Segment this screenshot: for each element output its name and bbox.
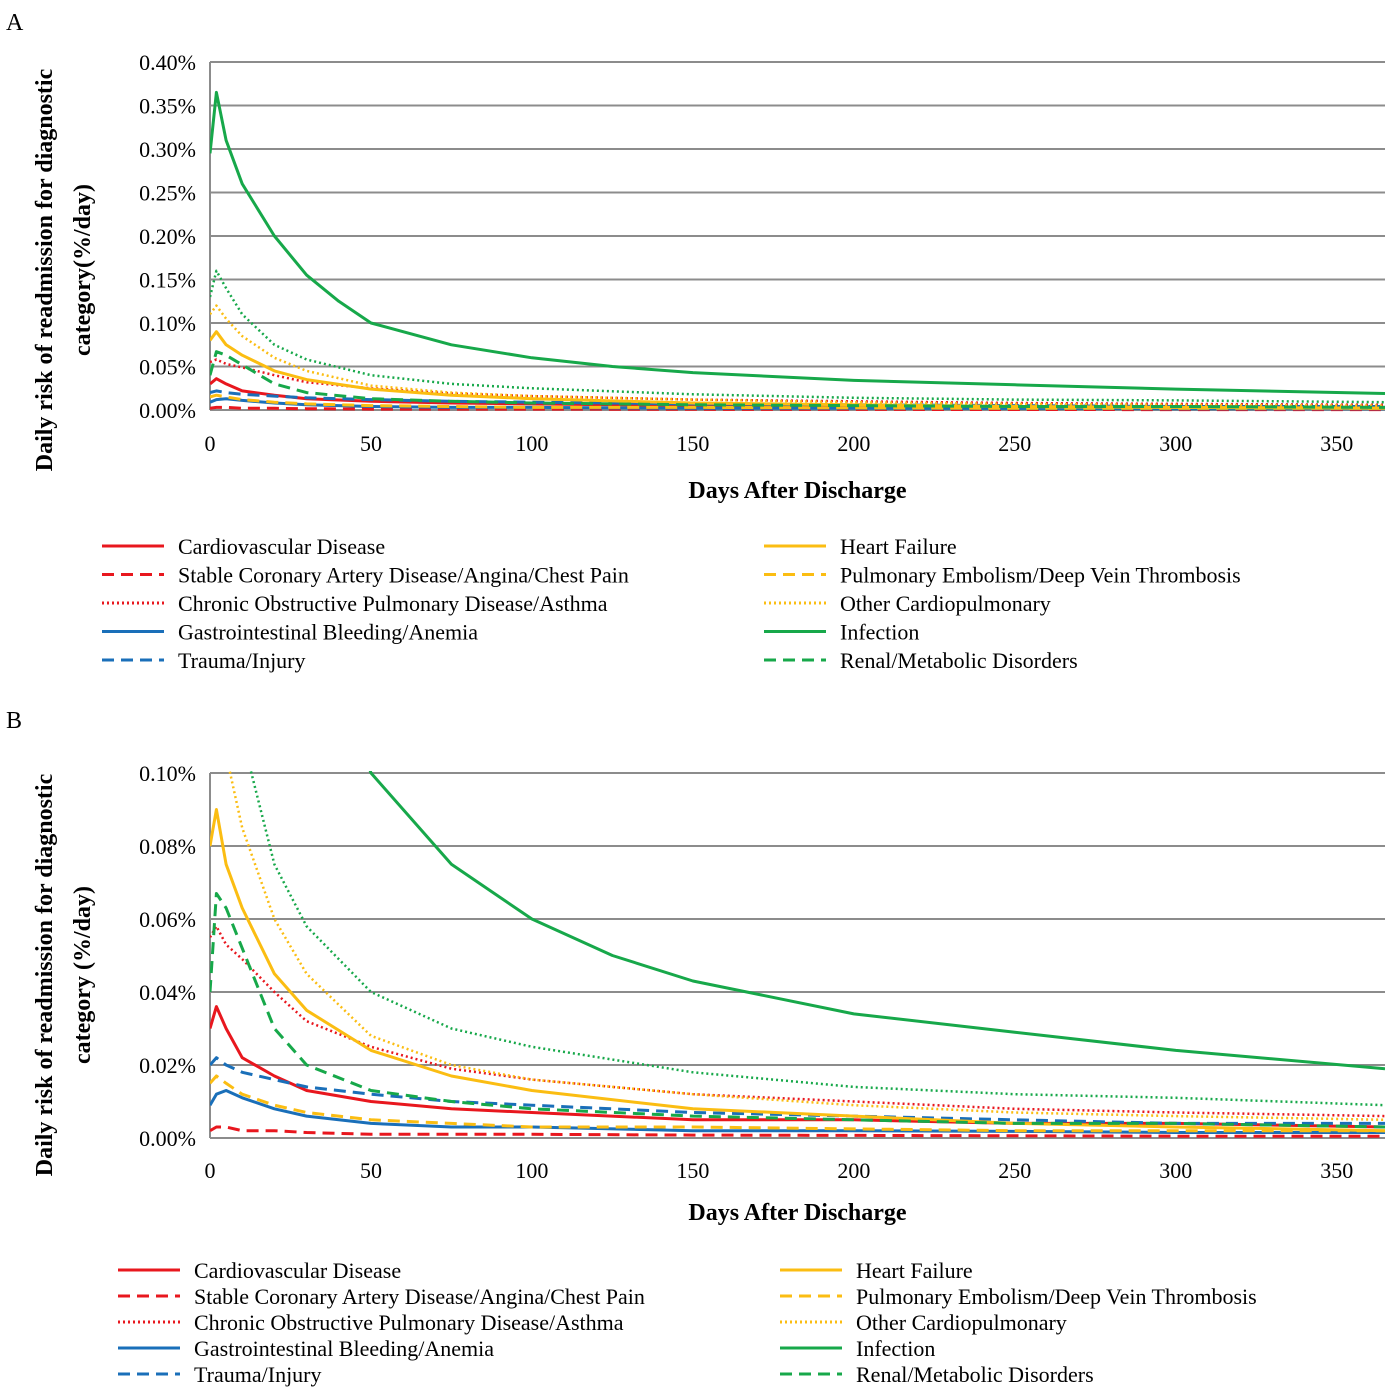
x-tick-label: 50 <box>360 1158 382 1183</box>
series-line-chronic-obstructive-pulmonary-disease-asthma <box>210 925 1385 1118</box>
series-group <box>210 771 1385 1138</box>
y-axis-label-line-2: category(%/day) <box>70 184 96 356</box>
legend-label: Other Cardiopulmonary <box>840 591 1051 616</box>
x-tick-label: 300 <box>1159 1158 1192 1183</box>
x-axis-label: Days After Discharge <box>688 478 907 504</box>
x-tick-label: 100 <box>515 431 548 456</box>
legend-label: Stable Coronary Artery Disease/Angina/Ch… <box>178 563 629 588</box>
legend-label: Renal/Metabolic Disorders <box>856 1362 1094 1387</box>
legend-label: Trauma/Injury <box>194 1362 322 1387</box>
legend-label: Other Cardiopulmonary <box>856 1310 1067 1335</box>
series-line-other-cardiopulmonary <box>228 771 1385 1122</box>
x-tick-label: 50 <box>360 431 382 456</box>
series-line-pulmonary-embolism-deep-vein-thrombosis <box>210 393 1385 410</box>
y-tick-label: 0.15% <box>139 268 196 293</box>
legend-label: Pulmonary Embolism/Deep Vein Thrombosis <box>840 563 1241 588</box>
series-line-trauma-injury <box>210 1056 1385 1125</box>
series-line-series-10 <box>210 269 1385 404</box>
series-line-heart-failure <box>210 808 1385 1133</box>
y-tick-label: 0.25% <box>139 181 196 206</box>
series-line-infection <box>368 771 1385 1071</box>
y-tick-label: 0.00% <box>139 398 196 423</box>
legend-label: Gastrointestinal Bleeding/Anemia <box>194 1336 494 1361</box>
series-line-infection <box>210 90 1385 395</box>
legend-label: Cardiovascular Disease <box>194 1258 401 1283</box>
legend-label: Pulmonary Embolism/Deep Vein Thrombosis <box>856 1284 1257 1309</box>
legend-label: Trauma/Injury <box>178 648 306 673</box>
legend-label: Gastrointestinal Bleeding/Anemia <box>178 620 478 645</box>
panel-a: A 0.00% 0.05% 0.10% 0.15% 0.20% 0.25% 0.30% 0.35… <box>6 10 1385 673</box>
x-tick-label: 0 <box>205 431 216 456</box>
series-line-other-cardiopulmonary <box>210 304 1385 407</box>
series-line-series-10 <box>249 771 1385 1107</box>
series-line-stable-coronary-artery-disease-angina-chest-pain <box>210 405 1385 412</box>
y-tick-label: 0.08% <box>139 834 196 859</box>
legend-label: Chronic Obstructive Pulmonary Disease/As… <box>194 1310 624 1335</box>
x-tick-label: 100 <box>515 1158 548 1183</box>
x-tick-label: 250 <box>998 431 1031 456</box>
legend-label: Infection <box>856 1336 935 1361</box>
panel-label: A <box>6 10 24 36</box>
series-line-stable-coronary-artery-disease-angina-chest-pain <box>210 1125 1385 1138</box>
x-tick-label: 350 <box>1320 1158 1353 1183</box>
x-tick-label: 200 <box>837 431 870 456</box>
legend-label: Cardiovascular Disease <box>178 534 385 559</box>
y-tick-label: 0.40% <box>139 50 196 75</box>
panel-b: B 0.00% 0.02% 0.04% 0.06% 0.08% 0.10% 0 50 100 150… <box>6 708 1385 1387</box>
y-tick-label: 0.10% <box>139 761 196 786</box>
legend-label: Heart Failure <box>840 534 957 559</box>
series-line-pulmonary-embolism-deep-vein-thrombosis <box>210 1074 1385 1133</box>
legend-label: Stable Coronary Artery Disease/Angina/Ch… <box>194 1284 645 1309</box>
legend-label: Infection <box>840 620 919 645</box>
x-tick-label: 250 <box>998 1158 1031 1183</box>
x-tick-label: 150 <box>676 431 709 456</box>
y-tick-label: 0.00% <box>139 1126 196 1151</box>
y-tick-label: 0.04% <box>139 980 196 1005</box>
x-tick-label: 350 <box>1320 431 1353 456</box>
x-tick-label: 200 <box>837 1158 870 1183</box>
x-tick-label: 150 <box>676 1158 709 1183</box>
y-tick-label: 0.30% <box>139 137 196 162</box>
x-axis-label: Days After Discharge <box>688 1200 907 1226</box>
y-axis-label: Daily risk of readmission for diagnostic <box>32 68 58 471</box>
legend: Cardiovascular Disease Stable Coronary Ar… <box>102 534 1241 673</box>
y-axis-label-line-2: category (%/day) <box>70 886 96 1064</box>
series-line-renal-metabolic-disorders <box>210 350 1385 409</box>
series-line-renal-metabolic-disorders <box>210 892 1385 1129</box>
series-group <box>210 90 1385 412</box>
y-axis-label: Daily risk of readmission for diagnostic <box>32 773 58 1176</box>
legend-label: Chronic Obstructive Pulmonary Disease/As… <box>178 591 608 616</box>
y-tick-label: 0.10% <box>139 311 196 336</box>
x-tick-label: 0 <box>205 1158 216 1183</box>
series-line-cardiovascular-disease <box>210 1005 1385 1129</box>
legend-label: Renal/Metabolic Disorders <box>840 648 1078 673</box>
y-tick-label: 0.05% <box>139 355 196 380</box>
y-tick-label: 0.02% <box>139 1053 196 1078</box>
y-tick-label: 0.06% <box>139 907 196 932</box>
panel-label: B <box>6 708 22 734</box>
legend-label: Heart Failure <box>856 1258 973 1283</box>
x-tick-label: 300 <box>1159 431 1192 456</box>
y-tick-label: 0.35% <box>139 94 196 119</box>
y-tick-label: 0.20% <box>139 224 196 249</box>
